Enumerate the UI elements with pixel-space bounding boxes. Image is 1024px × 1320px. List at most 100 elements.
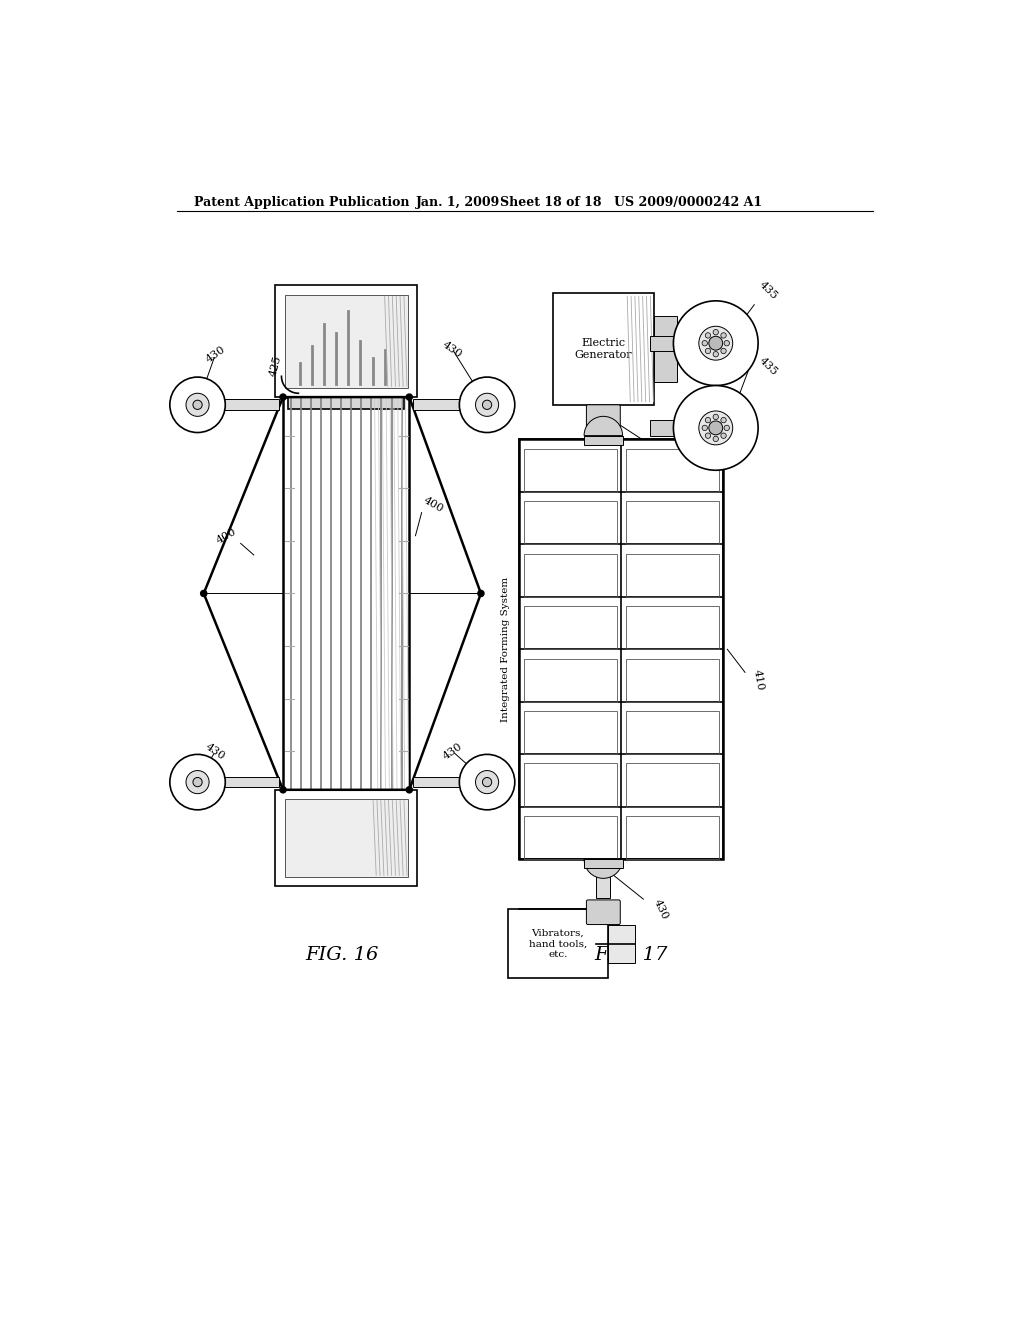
Bar: [524, 553, 616, 597]
Text: 430: 430: [204, 741, 227, 762]
Bar: [596, 859, 610, 898]
Circle shape: [706, 417, 711, 422]
Bar: [626, 659, 719, 702]
Text: 435: 435: [757, 355, 779, 378]
Circle shape: [460, 378, 515, 433]
Circle shape: [482, 777, 492, 787]
Circle shape: [709, 337, 723, 350]
Text: 430: 430: [204, 345, 227, 364]
Text: Vibrators,
hand tools,
etc.: Vibrators, hand tools, etc.: [528, 929, 587, 958]
Bar: [524, 606, 616, 649]
Bar: [596, 405, 610, 440]
Circle shape: [475, 393, 499, 416]
Circle shape: [706, 433, 711, 438]
Bar: [584, 859, 623, 869]
Bar: [285, 799, 408, 876]
Bar: [524, 659, 616, 702]
Text: Jan. 1, 2009: Jan. 1, 2009: [416, 195, 500, 209]
Circle shape: [478, 590, 484, 597]
Text: 430: 430: [440, 741, 464, 762]
Circle shape: [706, 348, 711, 354]
Circle shape: [698, 326, 733, 360]
Bar: [283, 397, 410, 789]
Bar: [608, 924, 635, 964]
Circle shape: [170, 755, 225, 810]
Circle shape: [713, 330, 719, 335]
Circle shape: [721, 417, 726, 422]
Bar: [654, 317, 677, 381]
Bar: [626, 606, 719, 649]
Circle shape: [482, 400, 492, 409]
Circle shape: [713, 414, 719, 420]
Wedge shape: [584, 859, 623, 878]
Text: Sheet 18 of 18: Sheet 18 of 18: [500, 195, 602, 209]
Text: 435: 435: [757, 280, 779, 302]
Text: US 2009/0000242 A1: US 2009/0000242 A1: [614, 195, 762, 209]
Bar: [289, 789, 403, 803]
Bar: [413, 400, 511, 411]
Text: 430: 430: [652, 898, 670, 921]
Circle shape: [186, 771, 209, 793]
Circle shape: [201, 590, 207, 597]
Bar: [524, 711, 616, 754]
Bar: [524, 816, 616, 859]
Bar: [519, 440, 724, 859]
Bar: [626, 449, 719, 492]
Bar: [275, 285, 417, 397]
Circle shape: [698, 411, 733, 445]
Circle shape: [280, 395, 286, 400]
Bar: [650, 335, 680, 351]
Circle shape: [702, 341, 708, 346]
Circle shape: [407, 395, 413, 400]
Circle shape: [713, 436, 719, 442]
Wedge shape: [584, 416, 623, 436]
Text: 430: 430: [440, 339, 464, 359]
Bar: [524, 763, 616, 807]
Text: Integrated Forming System: Integrated Forming System: [501, 577, 510, 722]
Bar: [524, 502, 616, 544]
Circle shape: [721, 348, 726, 354]
Circle shape: [709, 421, 723, 434]
Bar: [626, 553, 719, 597]
Circle shape: [706, 333, 711, 338]
Circle shape: [724, 341, 729, 346]
Circle shape: [724, 425, 729, 430]
Bar: [626, 763, 719, 807]
FancyBboxPatch shape: [587, 405, 621, 429]
FancyBboxPatch shape: [587, 900, 621, 924]
Circle shape: [674, 301, 758, 385]
Text: 410: 410: [752, 669, 765, 692]
Bar: [584, 436, 623, 445]
Circle shape: [460, 755, 515, 810]
Bar: [275, 789, 417, 886]
Text: 400: 400: [215, 527, 239, 545]
Circle shape: [186, 393, 209, 416]
Bar: [626, 816, 719, 859]
Bar: [524, 449, 616, 492]
Circle shape: [721, 433, 726, 438]
Text: Patent Application Publication: Patent Application Publication: [194, 195, 410, 209]
Bar: [174, 776, 280, 788]
Text: FIG. 16: FIG. 16: [305, 946, 379, 965]
Bar: [285, 294, 408, 388]
Bar: [289, 397, 403, 409]
Bar: [553, 293, 654, 405]
Circle shape: [193, 777, 202, 787]
Bar: [650, 420, 680, 436]
Bar: [174, 400, 280, 411]
Circle shape: [407, 787, 413, 793]
Circle shape: [721, 333, 726, 338]
Circle shape: [702, 425, 708, 430]
Circle shape: [280, 787, 286, 793]
Bar: [626, 711, 719, 754]
Circle shape: [674, 385, 758, 470]
Bar: [508, 909, 608, 978]
Circle shape: [170, 378, 225, 433]
Text: 430: 430: [656, 440, 674, 463]
Text: 400: 400: [422, 495, 444, 515]
Circle shape: [475, 771, 499, 793]
Circle shape: [713, 351, 719, 356]
Bar: [626, 502, 719, 544]
Text: 425: 425: [267, 355, 283, 378]
Text: FIG. 17: FIG. 17: [594, 946, 668, 965]
